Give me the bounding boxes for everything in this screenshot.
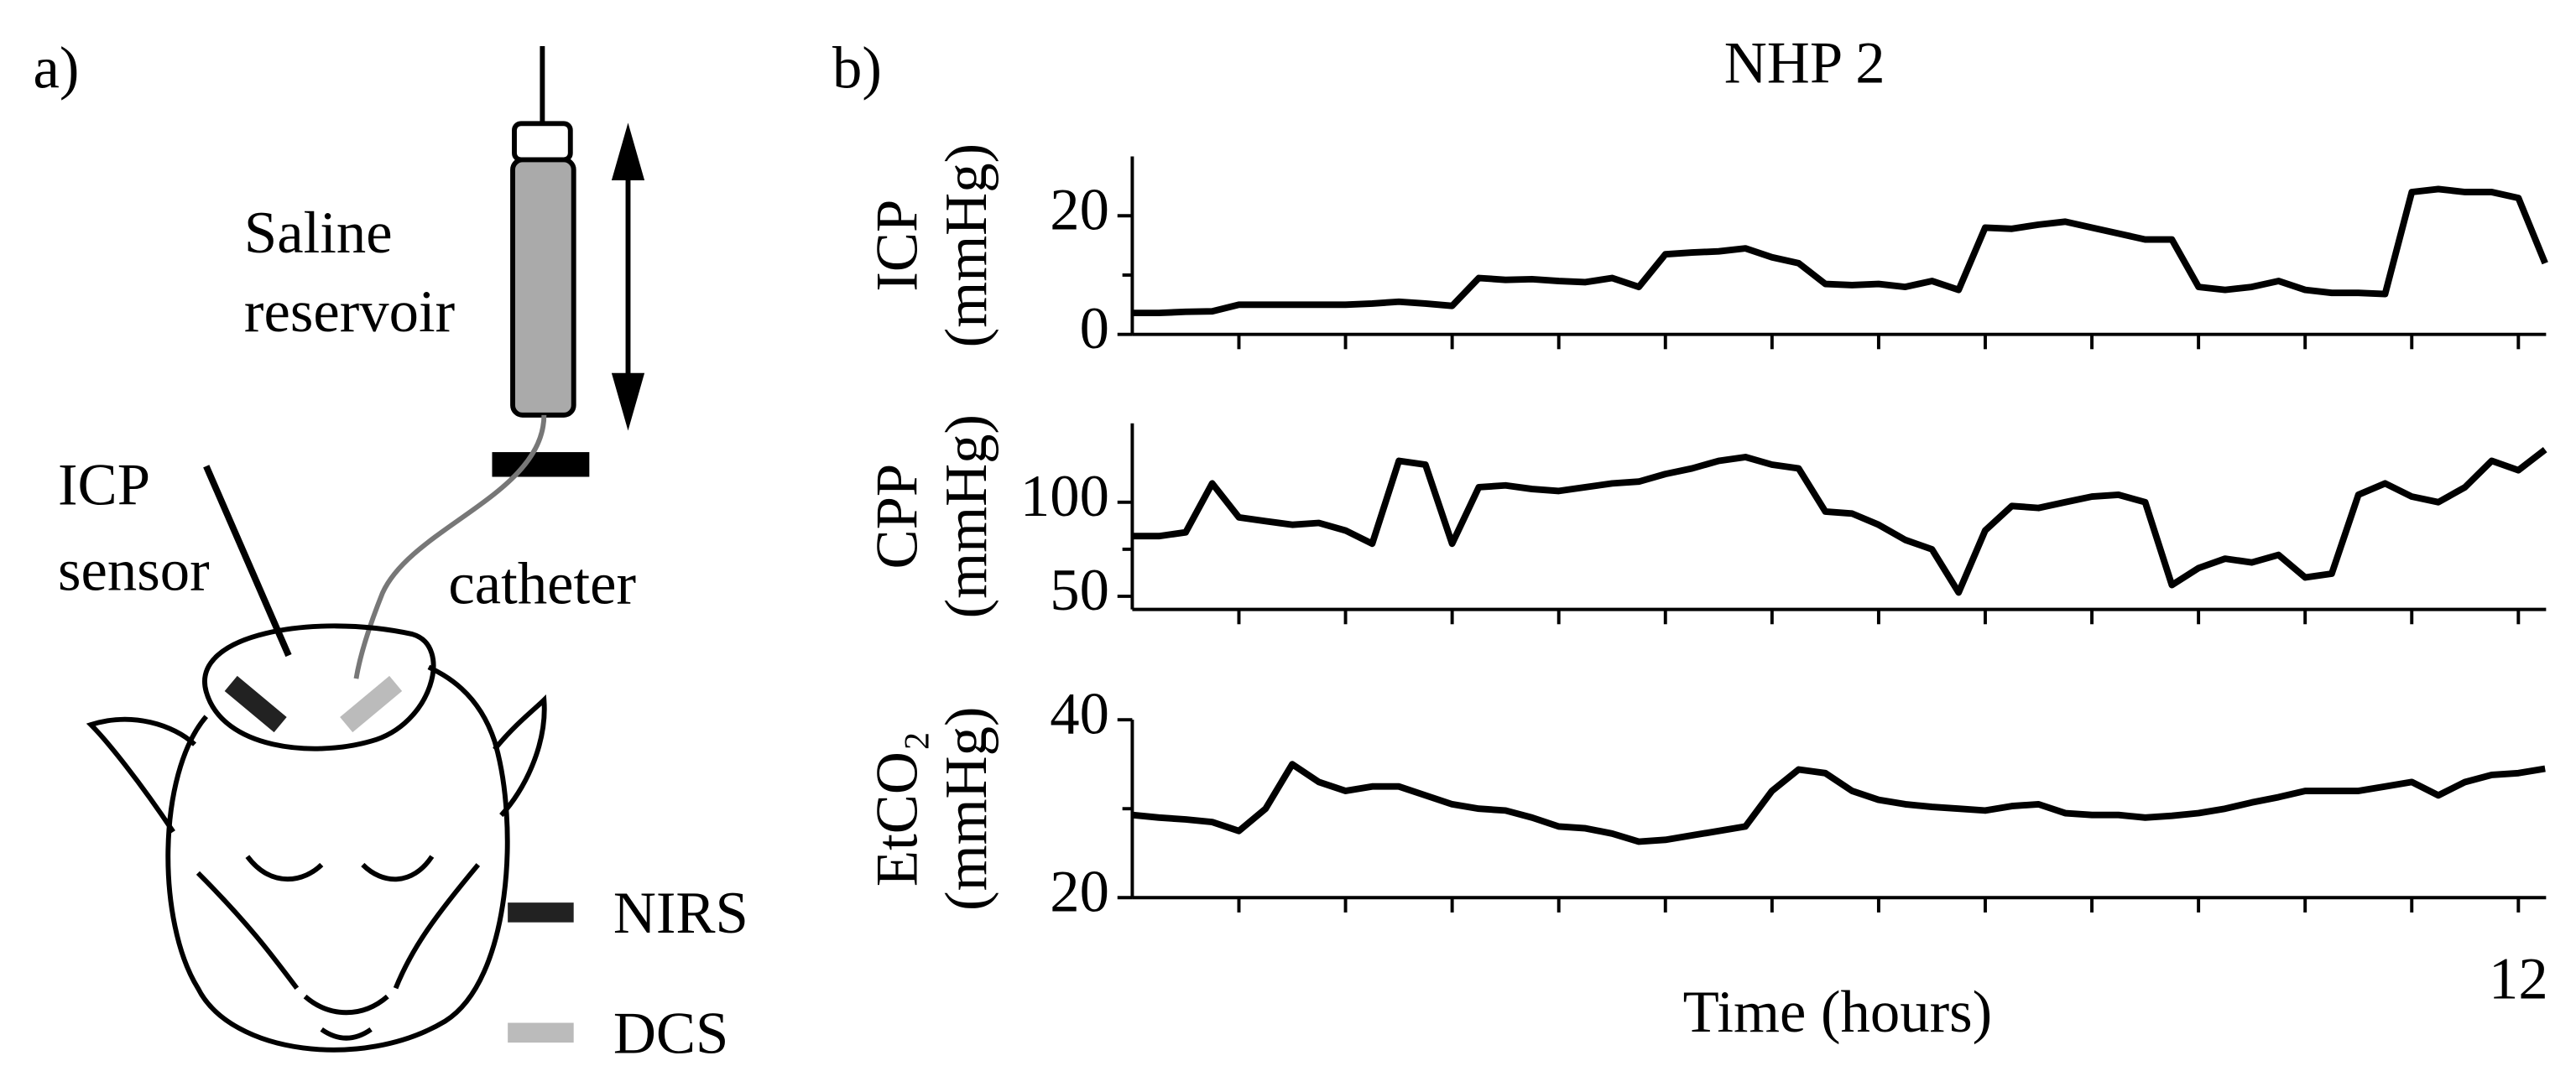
right-ear	[493, 694, 547, 818]
y-tick-label: 20	[1050, 859, 1109, 924]
y-tick-label: 50	[1050, 558, 1109, 623]
sensor-label: ICP	[58, 452, 150, 517]
y-axis-label: CPP	[865, 464, 931, 569]
legend-label: NIRS	[613, 881, 748, 946]
x-tick-label: 12	[2489, 947, 2548, 1012]
left-ear	[86, 716, 197, 834]
sensor-label: sensor	[58, 538, 210, 604]
diagram	[86, 45, 645, 1053]
legend-swatch	[508, 1022, 574, 1043]
face-lines	[196, 863, 481, 1041]
catheter	[353, 414, 547, 679]
syringe-barrel	[510, 157, 576, 418]
catheter-label: catheter	[448, 551, 636, 616]
legend-label: DCS	[613, 1001, 729, 1066]
panel-label: a)	[34, 36, 80, 101]
icp-sensor	[203, 465, 292, 658]
reservoir-label: Saline	[244, 200, 393, 266]
y-axis-label: EtCO₂	[865, 731, 931, 887]
y-tick-label: 20	[1050, 177, 1109, 242]
chart-title: NHP 2	[1724, 31, 1885, 96]
dcs-probe	[340, 675, 403, 733]
data-line	[1132, 185, 2548, 317]
legend-swatch	[508, 902, 574, 923]
reservoir-base	[492, 452, 590, 477]
data-line	[1132, 761, 2546, 845]
arrow-heads	[611, 122, 645, 431]
y-axis-label: ICP	[865, 200, 931, 292]
nirs-probe	[224, 675, 287, 733]
data-line	[1132, 447, 2547, 596]
eyes	[245, 855, 435, 882]
y-tick-label: 0	[1080, 296, 1109, 361]
x-axis-label: Time (hours)	[1683, 980, 1993, 1045]
y-tick-label: 100	[1020, 464, 1109, 529]
y-tick-label: 40	[1050, 681, 1109, 746]
syringe-cap	[512, 121, 573, 163]
y-axis-label: (mmHg)	[934, 707, 999, 911]
head-outline	[165, 664, 510, 1053]
panel-label: b)	[832, 36, 882, 101]
y-axis-label: (mmHg)	[934, 414, 999, 618]
y-axis-label: (mmHg)	[934, 143, 999, 347]
reservoir-label: reservoir	[244, 279, 455, 345]
